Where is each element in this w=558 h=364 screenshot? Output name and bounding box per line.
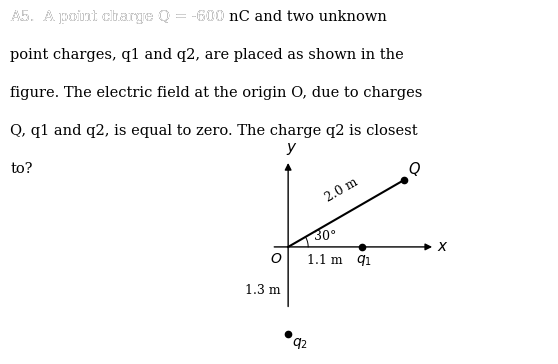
Text: $q_1$: $q_1$ — [356, 253, 372, 268]
Text: to?: to? — [10, 162, 32, 176]
Text: figure. The electric field at the origin O, due to charges: figure. The electric field at the origin… — [10, 86, 422, 100]
Text: 1.3 m: 1.3 m — [244, 284, 280, 297]
Text: $q_2$: $q_2$ — [292, 336, 308, 351]
Text: 1.1 m: 1.1 m — [307, 254, 343, 266]
Text: $y$: $y$ — [286, 142, 297, 158]
Text: $Q$: $Q$ — [408, 159, 421, 178]
Text: 30°: 30° — [314, 230, 336, 243]
Text: A5.  A point charge Q = -600 nC and two unknown: A5. A point charge Q = -600 nC and two u… — [10, 10, 387, 24]
Text: $O$: $O$ — [271, 252, 283, 266]
Text: $x$: $x$ — [437, 240, 449, 254]
Text: point charges, q1 and q2, are placed as shown in the: point charges, q1 and q2, are placed as … — [10, 48, 404, 62]
Text: Q, q1 and q2, is equal to zero. The charge q2 is closest: Q, q1 and q2, is equal to zero. The char… — [10, 124, 418, 138]
Text: 2.0 m: 2.0 m — [323, 176, 360, 205]
Text: A5.  A point charge Q = -600: A5. A point charge Q = -600 — [10, 10, 229, 24]
